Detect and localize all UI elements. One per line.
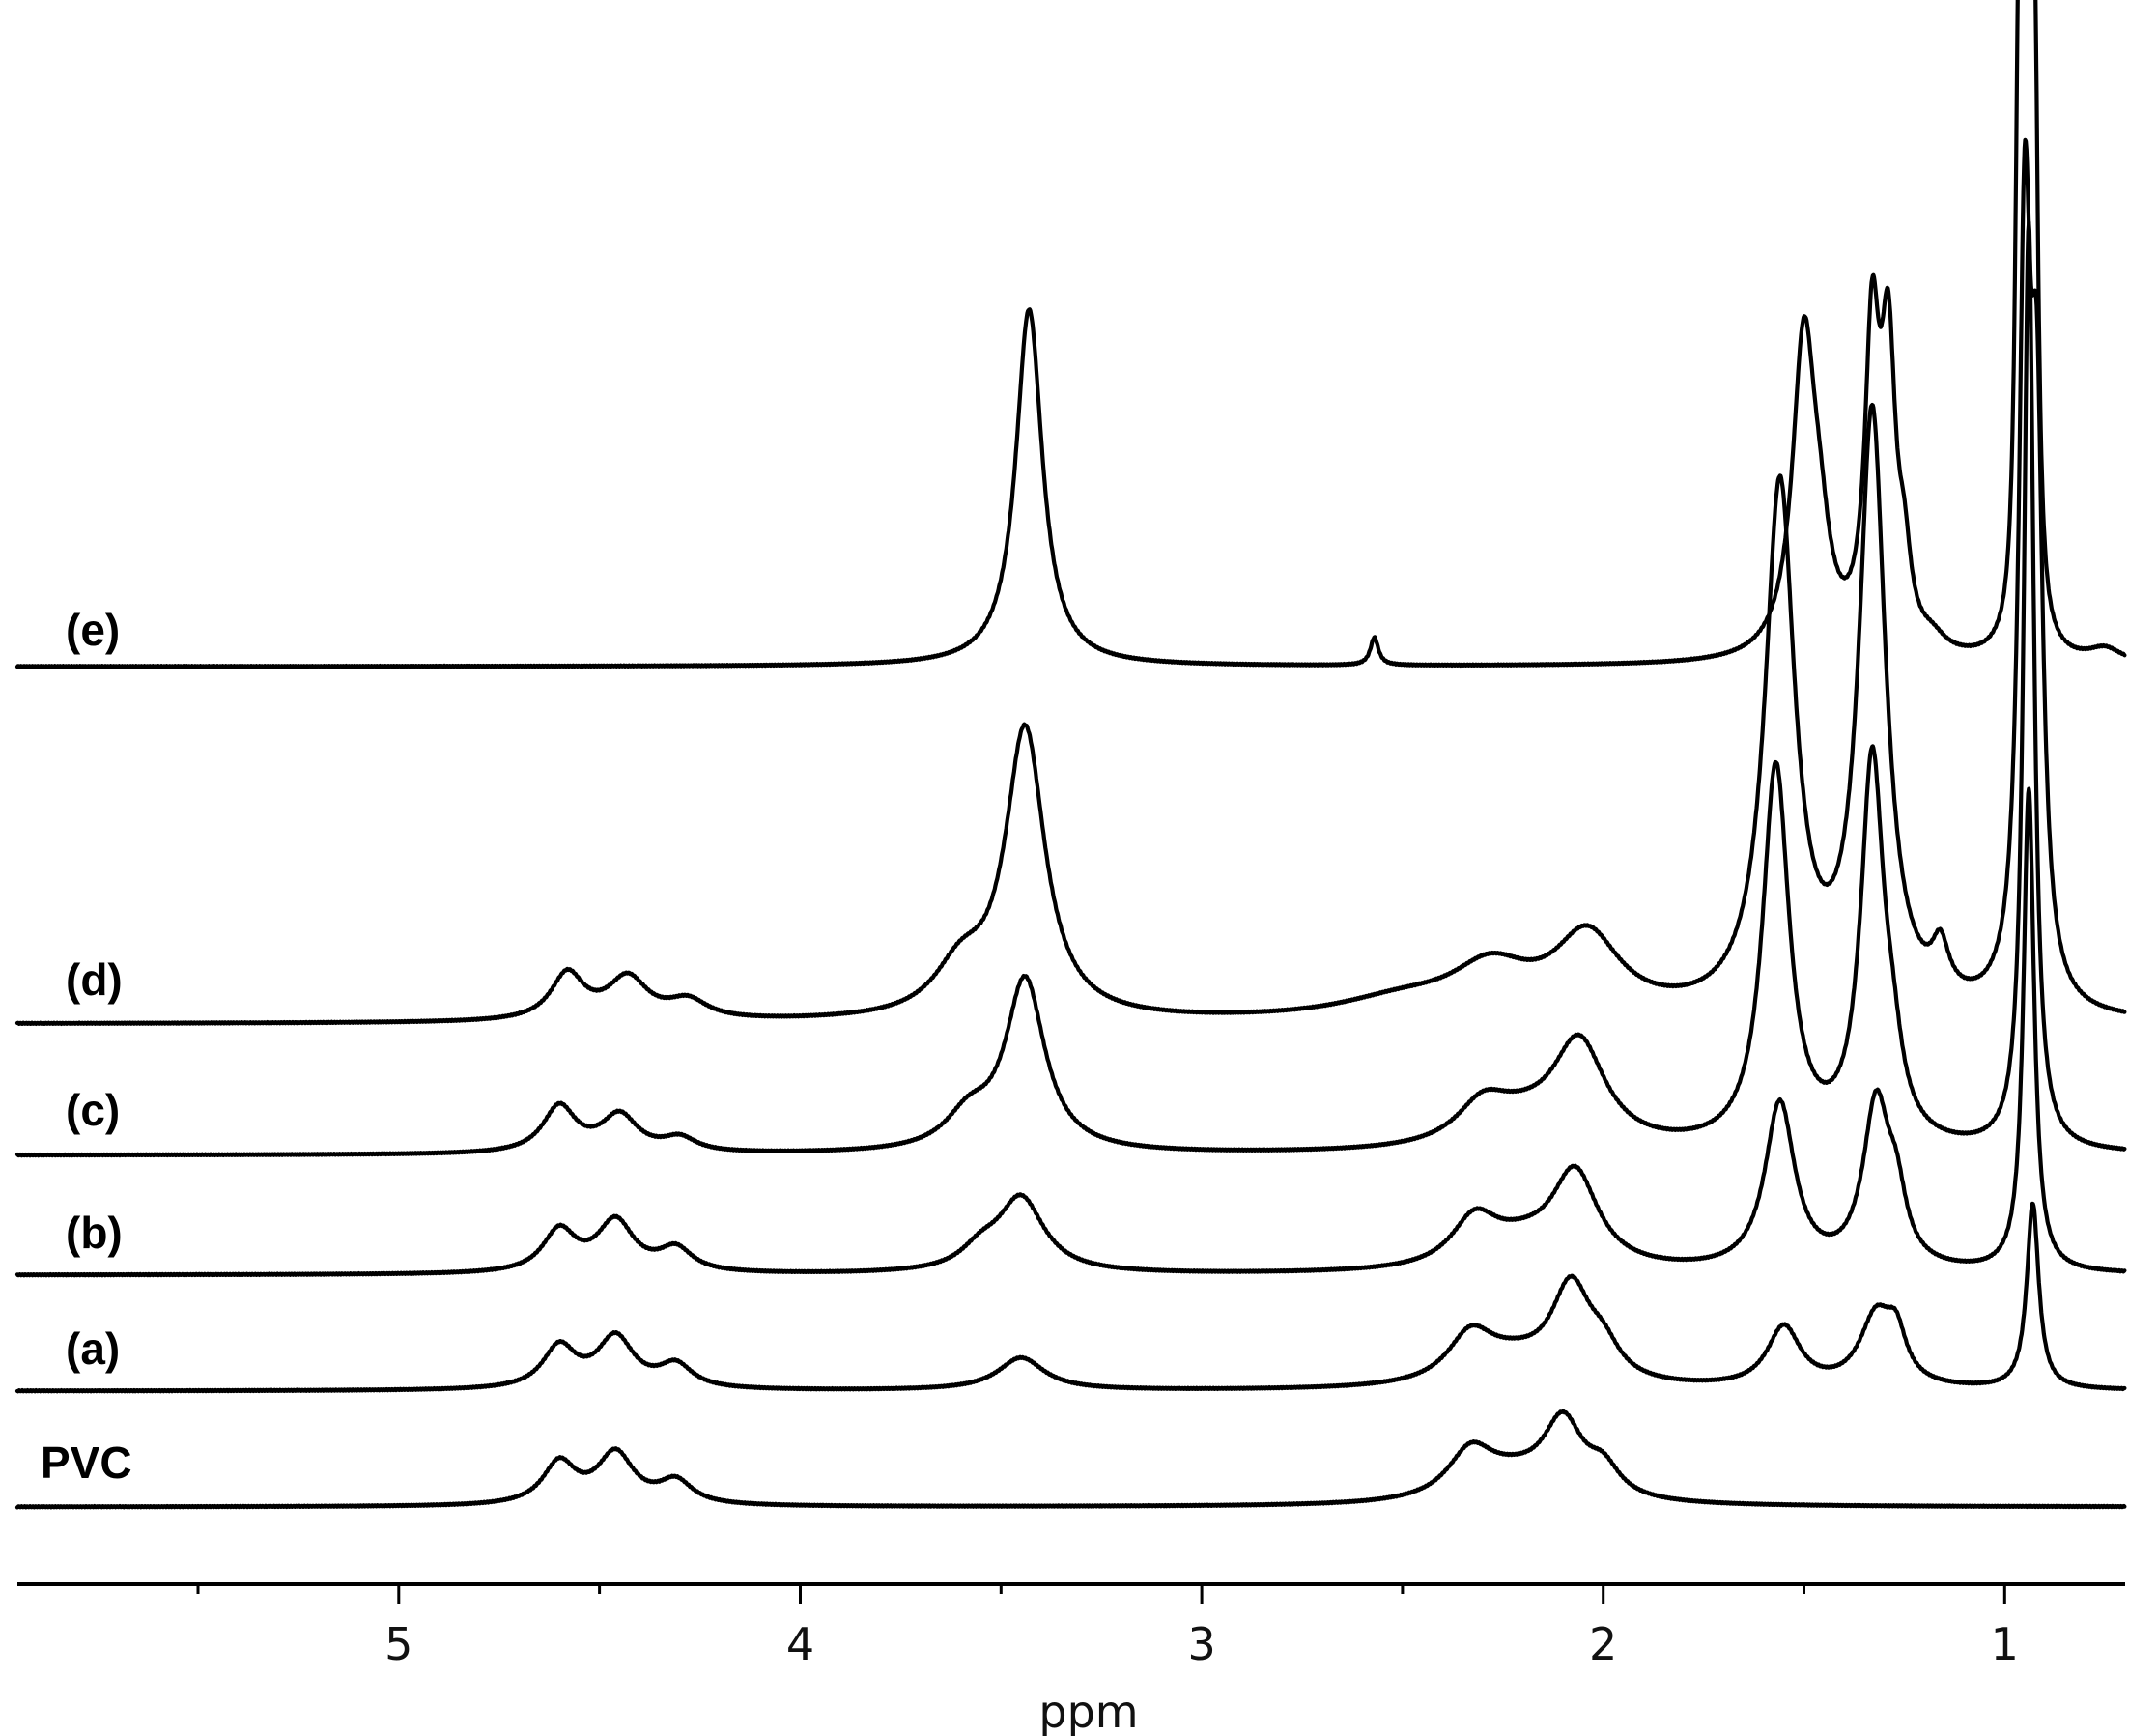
trace-label-b: (b) [66,1208,123,1258]
spectrum-trace-a [14,1201,2127,1394]
x-axis-title: ppm [1038,1686,1138,1736]
tick-label: 4 [786,1618,814,1670]
spectrum-trace-e [14,0,2127,669]
spectra-traces [14,0,2127,1510]
spectrum-trace-pvc [14,1409,2127,1510]
tick-label: 5 [384,1618,412,1670]
trace-labels: PVC (a) (b) (c) (d) (e) [41,605,132,1488]
tick-label: 1 [1991,1618,2019,1670]
trace-label-a: (a) [66,1323,120,1374]
trace-label-c: (c) [66,1085,120,1135]
trace-label-e: (e) [66,605,120,655]
tick-label: 3 [1187,1618,1215,1670]
tick-label: 2 [1589,1618,1617,1670]
trace-label-d: (d) [66,954,123,1005]
x-axis-ticks: 5 4 3 2 1 [196,1584,2019,1670]
spectrum-trace-b [14,786,2127,1278]
spectrum-trace-c [14,220,2127,1158]
trace-label-pvc: PVC [41,1437,132,1488]
spectrum-trace-d [14,137,2127,1026]
